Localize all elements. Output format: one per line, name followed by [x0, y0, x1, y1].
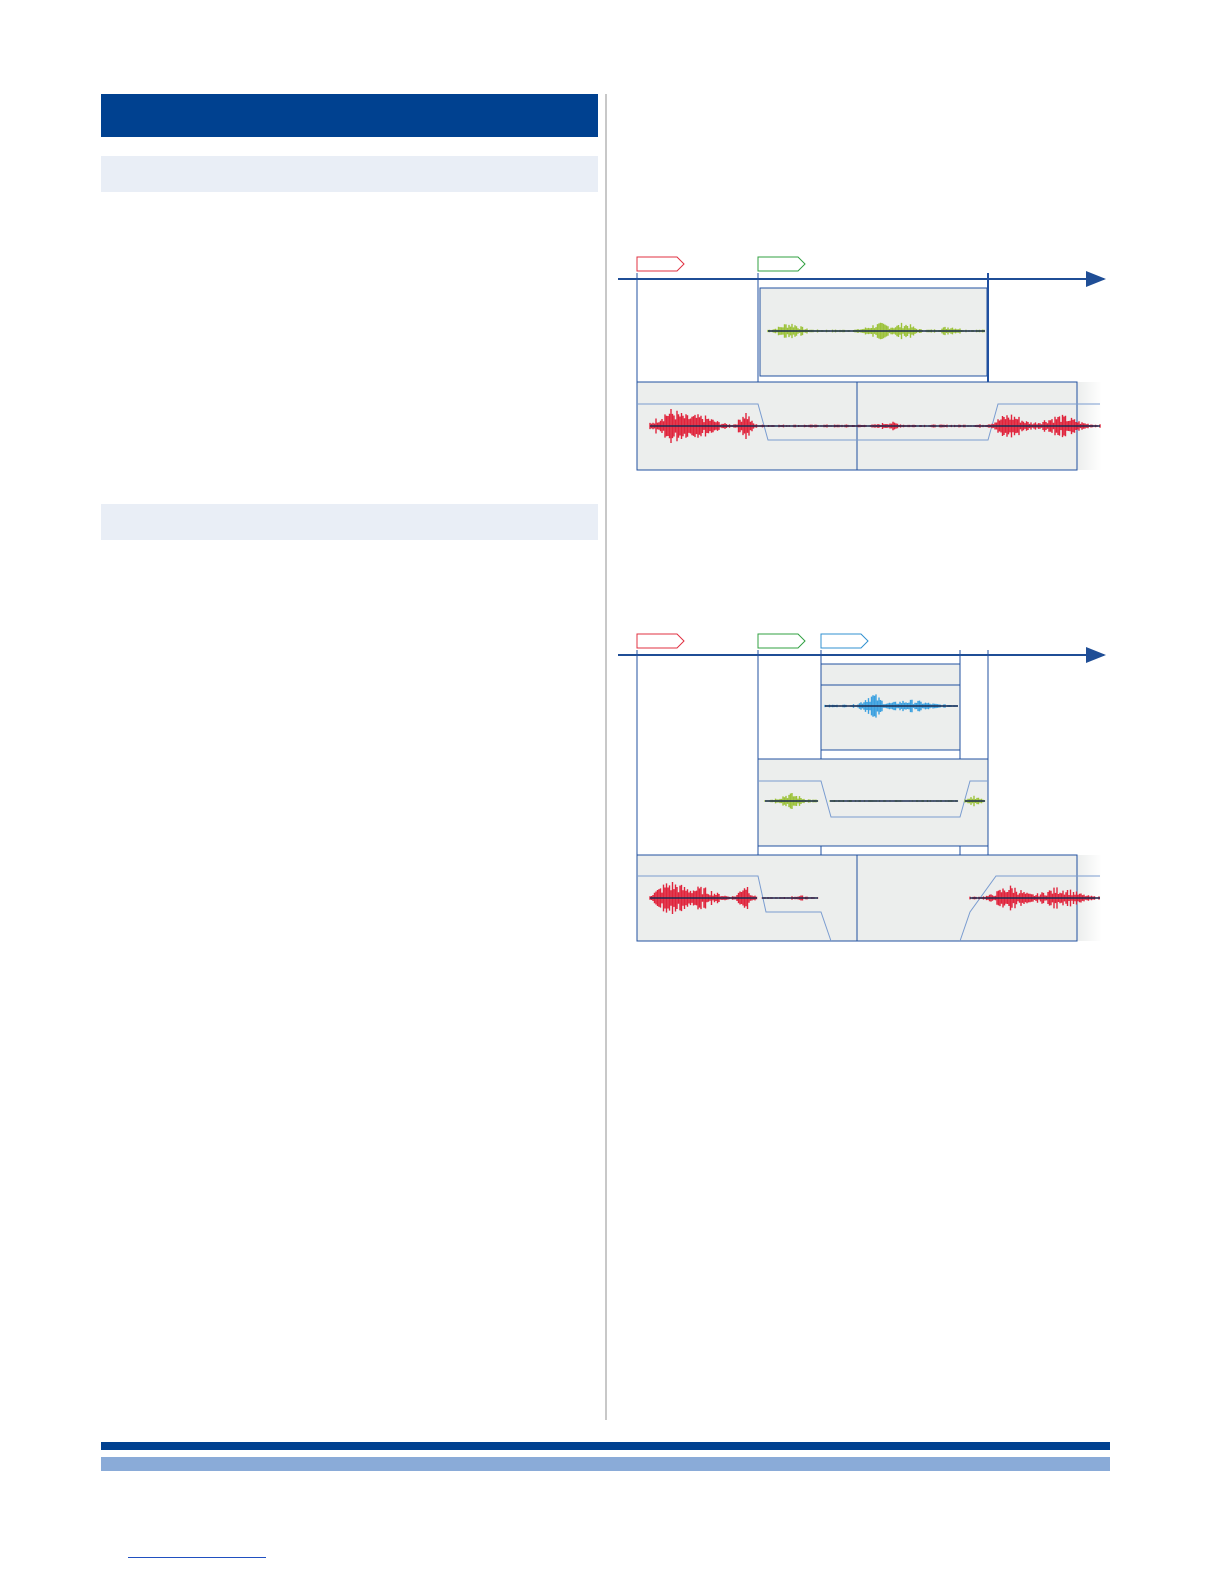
envelope — [637, 403, 1100, 441]
flag-red — [636, 633, 685, 649]
footer-link-underline — [128, 1557, 266, 1558]
envelope — [637, 875, 1100, 942]
flag-blue — [820, 633, 869, 649]
section-bar — [101, 504, 598, 540]
flag-red — [636, 256, 685, 272]
header-bar — [101, 94, 598, 137]
column-divider — [605, 94, 607, 1420]
footer-bar — [101, 1442, 1110, 1450]
section-bar — [101, 156, 598, 192]
flag-green — [757, 256, 806, 272]
footer-bar-light — [101, 1457, 1110, 1471]
flag-green — [757, 633, 806, 649]
envelope — [758, 780, 988, 818]
